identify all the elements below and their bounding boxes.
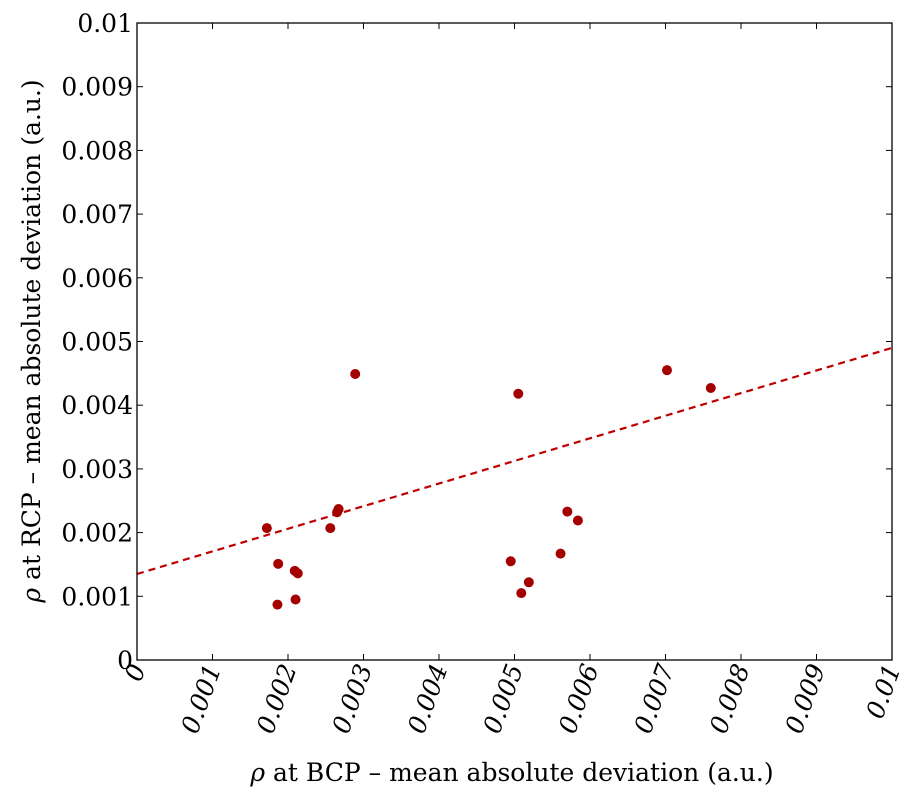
y-tick-label: 0.004: [61, 391, 133, 420]
y-axis-title: ρ at RCP – mean absolute deviation (a.u.…: [17, 79, 46, 603]
y-axis-title-symbol: ρ: [17, 588, 46, 604]
y-tick-label: 0.001: [61, 582, 133, 611]
data-point: [516, 588, 527, 599]
y-tick-label: 0.005: [61, 328, 133, 357]
trend-line: [136, 346, 893, 576]
x-axis-tick-labels: 0 0.001 0.002 0.003 0.004 0.005 0.006 0.007 0.00…: [119, 660, 900, 737]
y-tick-label: 0.002: [61, 519, 133, 548]
x-axis-title-text: at BCP – mean absolute deviation (a.u.): [265, 758, 774, 787]
x-tick-label: 0.003: [326, 660, 378, 737]
y-axis-tick-labels: 0 0.001 0.002 0.003 0.004 0.005 0.006 0.007 0.00…: [61, 9, 133, 675]
data-point: [562, 506, 573, 517]
y-axis-title-text: at RCP – mean absolute deviation (a.u.): [17, 79, 46, 588]
x-tick-label: 0.002: [251, 660, 303, 737]
data-point: [572, 515, 583, 526]
data-point: [272, 599, 283, 610]
x-tick-label: 0.007: [628, 660, 680, 737]
y-tick-label: 0.003: [61, 455, 133, 484]
x-tick-label: 0.009: [779, 660, 831, 737]
x-tick-label: 0.006: [553, 660, 605, 737]
plot-frame: [136, 22, 893, 661]
y-tick-label: 0.009: [61, 73, 133, 102]
data-point: [325, 523, 336, 534]
data-points: [261, 365, 716, 610]
x-tick-label: 0.005: [477, 660, 529, 737]
data-point: [523, 577, 534, 588]
data-point: [273, 558, 284, 569]
x-tick-label: 0.008: [704, 660, 756, 737]
x-tick-label: 0.004: [402, 660, 454, 737]
y-tick-label: 0.006: [61, 264, 133, 293]
y-tick-label: 0: [117, 646, 133, 675]
x-axis-title-symbol: ρ: [249, 758, 265, 787]
x-axis-title: ρ at BCP – mean absolute deviation (a.u.…: [249, 758, 773, 787]
y-tick-label: 0.008: [61, 136, 133, 165]
data-point: [555, 548, 566, 559]
data-point: [350, 368, 361, 379]
x-tick-label: 0.01: [860, 660, 900, 722]
data-point: [333, 504, 344, 515]
data-point: [705, 383, 716, 394]
data-point: [292, 568, 303, 579]
x-tick-label: 0.001: [175, 660, 227, 737]
y-tick-label: 0.01: [77, 9, 133, 38]
data-point: [261, 523, 272, 534]
y-tick-label: 0.007: [61, 200, 133, 229]
data-point: [505, 556, 516, 567]
data-point: [290, 594, 301, 605]
data-point: [662, 365, 673, 376]
data-point: [513, 388, 524, 399]
